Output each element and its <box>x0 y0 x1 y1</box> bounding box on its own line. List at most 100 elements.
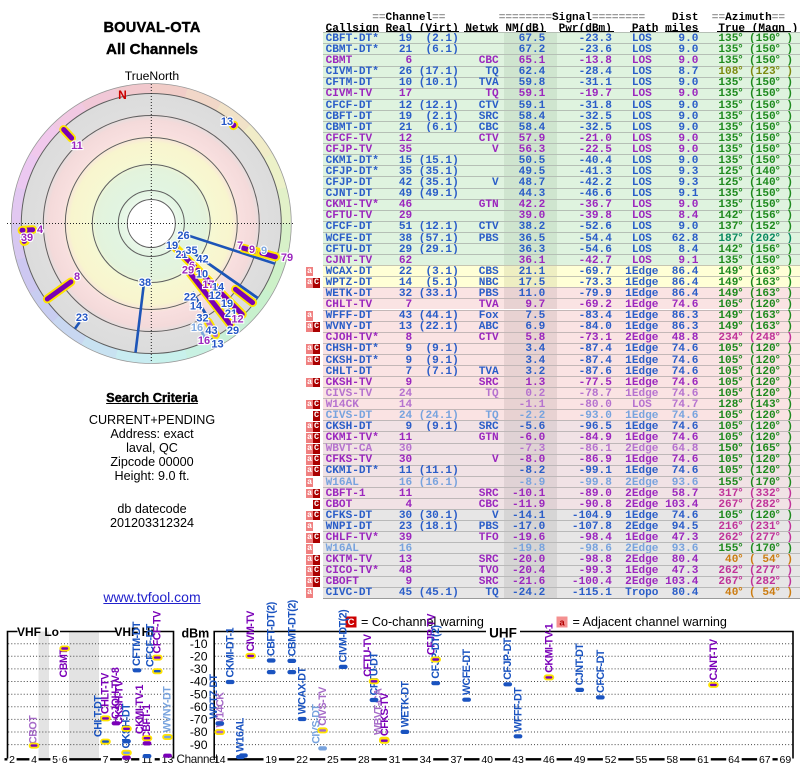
svg-text:40: 40 <box>481 754 493 766</box>
svg-text:21: 21 <box>225 308 237 320</box>
svg-text:46: 46 <box>543 754 555 766</box>
svg-text:21: 21 <box>175 249 187 261</box>
svg-text:-60: -60 <box>190 700 208 714</box>
svg-text:W16AL: W16AL <box>234 717 246 752</box>
svg-text:-10: -10 <box>190 637 208 651</box>
svg-text:5: 5 <box>52 754 58 766</box>
svg-text:26: 26 <box>177 230 189 242</box>
svg-text:7: 7 <box>103 754 109 766</box>
svg-text:43: 43 <box>512 754 524 766</box>
svg-text:9: 9 <box>249 244 255 256</box>
svg-text:CKSH-TV: CKSH-TV <box>114 679 126 724</box>
svg-text:CJNT-DT: CJNT-DT <box>574 643 586 686</box>
svg-text:49: 49 <box>574 754 586 766</box>
svg-text:CKMI-TV-1: CKMI-TV-1 <box>543 623 555 672</box>
svg-text:CFTU-DT: CFTU-DT <box>369 652 381 696</box>
svg-text:11: 11 <box>71 140 83 152</box>
svg-text:WETK-DT: WETK-DT <box>399 681 411 728</box>
svg-text:6: 6 <box>189 260 195 272</box>
svg-text:= Adjacent channel warning: = Adjacent channel warning <box>573 615 727 629</box>
svg-text:11: 11 <box>142 754 153 766</box>
svg-text:-50: -50 <box>190 687 208 701</box>
svg-text:CFTM-DT: CFTM-DT <box>131 621 143 666</box>
svg-text:VHF Lo: VHF Lo <box>17 625 59 639</box>
svg-text:-40: -40 <box>190 675 208 689</box>
svg-text:12: 12 <box>209 290 221 302</box>
svg-text:34: 34 <box>420 754 432 766</box>
svg-text:35: 35 <box>185 245 197 257</box>
svg-text:14: 14 <box>212 282 225 294</box>
svg-text:WPTZ-DT: WPTZ-DT <box>208 673 220 719</box>
svg-text:-90: -90 <box>190 738 208 752</box>
svg-text:22: 22 <box>184 292 196 304</box>
svg-text:69: 69 <box>780 754 792 766</box>
svg-text:55: 55 <box>636 754 648 766</box>
svg-text:4: 4 <box>31 754 37 766</box>
svg-text:CFJP-DT(2): CFJP-DT(2) <box>430 624 442 678</box>
svg-text:a: a <box>559 618 565 629</box>
svg-text:17: 17 <box>202 279 214 291</box>
svg-text:37: 37 <box>450 754 462 766</box>
svg-text:= Co-channel warning: = Co-channel warning <box>361 615 484 629</box>
svg-text:13: 13 <box>221 116 233 128</box>
svg-text:42: 42 <box>196 254 208 266</box>
svg-text:79: 79 <box>281 252 293 264</box>
svg-text:12: 12 <box>231 314 243 326</box>
svg-text:VHF Hi: VHF Hi <box>114 625 153 639</box>
svg-text:CIVS-DT: CIVS-DT <box>311 704 323 744</box>
svg-text:25: 25 <box>327 754 339 766</box>
svg-text:Channel: Channel <box>177 753 218 766</box>
svg-text:52: 52 <box>605 754 617 766</box>
svg-text:58: 58 <box>666 754 678 766</box>
svg-text:CBOT: CBOT <box>28 715 40 744</box>
svg-text:19: 19 <box>221 298 233 310</box>
svg-text:CIVS-TV: CIVS-TV <box>317 686 329 726</box>
svg-text:WCFE-DT: WCFE-DT <box>461 648 473 695</box>
svg-text:CIVM-DT(2): CIVM-DT(2) <box>338 609 350 663</box>
svg-text:CJNT-TV: CJNT-TV <box>708 638 720 680</box>
svg-text:-80: -80 <box>190 725 208 739</box>
svg-text:16: 16 <box>191 322 203 334</box>
svg-text:CFCF-DT: CFCF-DT <box>595 649 607 693</box>
svg-text:CFCF-TV: CFCF-TV <box>151 610 163 654</box>
svg-text:W14CK: W14CK <box>214 692 226 728</box>
svg-text:CBMT-DT(2): CBMT-DT(2) <box>286 599 298 656</box>
svg-text:CFJP-TV: CFJP-TV <box>426 613 438 655</box>
svg-text:2: 2 <box>9 754 15 766</box>
svg-text:CFKS-TV: CFKS-TV <box>379 692 391 736</box>
svg-text:7: 7 <box>237 240 243 252</box>
svg-text:19: 19 <box>166 240 178 252</box>
svg-text:6: 6 <box>62 754 68 766</box>
svg-text:31: 31 <box>389 754 401 766</box>
svg-text:CKMI-TV-1: CKMI-TV-1 <box>134 685 146 734</box>
svg-text:CKMI-DT-1: CKMI-DT-1 <box>225 627 237 677</box>
svg-text:CHLT-DT: CHLT-DT <box>93 695 105 737</box>
svg-text:9: 9 <box>124 754 130 766</box>
svg-text:-20: -20 <box>190 650 208 664</box>
svg-text:WVNY-DT: WVNY-DT <box>162 686 174 733</box>
svg-text:67: 67 <box>759 754 771 766</box>
svg-text:14: 14 <box>214 754 226 766</box>
svg-text:8: 8 <box>74 271 80 283</box>
svg-text:32: 32 <box>196 313 208 325</box>
svg-text:43: 43 <box>205 325 217 337</box>
svg-text:61: 61 <box>697 754 709 766</box>
svg-text:-30: -30 <box>190 662 208 676</box>
svg-text:22: 22 <box>296 754 308 766</box>
svg-text:CHLT-TV: CHLT-TV <box>100 672 112 714</box>
svg-text:4: 4 <box>37 224 44 236</box>
svg-text:16: 16 <box>198 335 210 347</box>
svg-text:WCAX-DT: WCAX-DT <box>297 666 309 714</box>
svg-text:-70: -70 <box>190 713 208 727</box>
svg-text:29: 29 <box>227 325 239 337</box>
svg-text:CJOH-TV-8: CJOH-TV-8 <box>110 667 122 719</box>
svg-text:64: 64 <box>728 754 740 766</box>
svg-text:UHF: UHF <box>489 626 517 641</box>
svg-text:23: 23 <box>76 312 88 324</box>
svg-text:38: 38 <box>139 277 151 289</box>
svg-text:WFFF-DT: WFFF-DT <box>513 687 525 732</box>
svg-text:dBm: dBm <box>182 627 210 641</box>
svg-text:CBFT-1: CBFT-1 <box>141 704 153 739</box>
svg-text:19: 19 <box>265 754 277 766</box>
svg-text:C: C <box>348 617 355 628</box>
